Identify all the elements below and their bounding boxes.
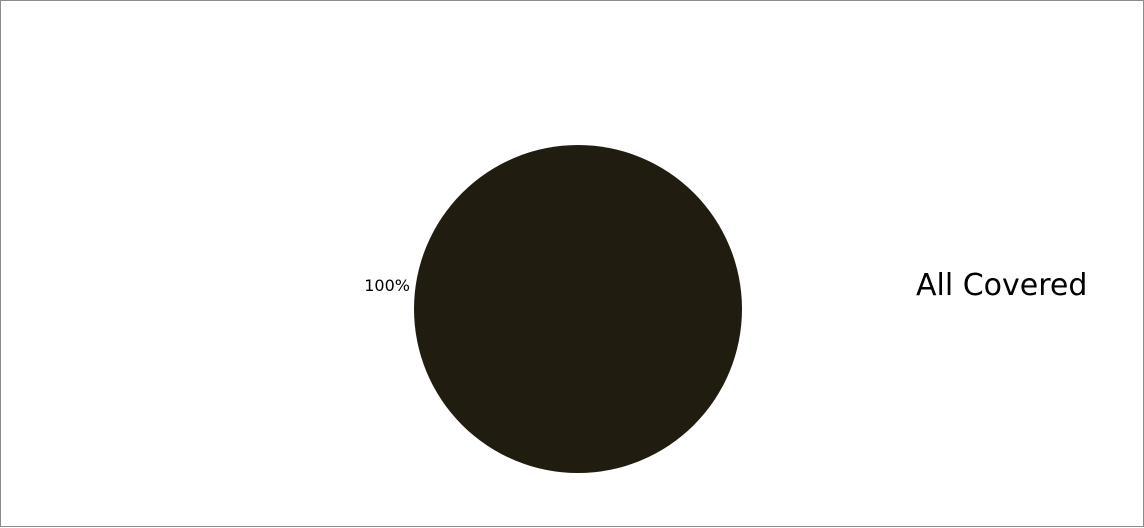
- data-label-all-covered: 100%: [364, 276, 410, 295]
- legend-entry-all-covered: All Covered: [916, 268, 1087, 303]
- legend: All Covered: [916, 268, 1087, 303]
- pie-slice-all-covered: [414, 145, 742, 473]
- data-labels: 100%: [364, 276, 410, 295]
- pie-slices: [414, 145, 742, 473]
